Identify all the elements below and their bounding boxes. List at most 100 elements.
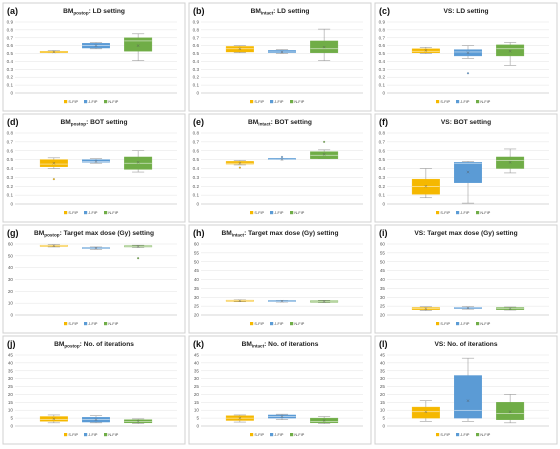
legend-label: J-FIP [460, 322, 470, 326]
legend-label: J-FIP [88, 433, 98, 437]
legend-swatch [250, 433, 254, 437]
y-tick-label: 0.9 [7, 20, 14, 25]
y-tick-label: 0.8 [193, 27, 200, 32]
y-tick-label: 0.8 [379, 27, 386, 32]
y-tick-label: 0.3 [193, 175, 200, 180]
legend-swatch [456, 322, 460, 326]
legend: S-FIP J-FIP N-FIP [250, 322, 305, 326]
y-tick-label: 10 [380, 408, 386, 413]
legend-swatch [436, 100, 440, 104]
y-tick-label: 30 [8, 376, 14, 381]
y-tick-label: 0.5 [193, 157, 200, 162]
panel-label: (b) [193, 6, 205, 16]
panel-frame [188, 2, 372, 112]
mean-marker [238, 161, 242, 165]
legend-label: S-FIP [68, 433, 78, 437]
box-iqr [454, 375, 482, 419]
box-s-fip [411, 46, 440, 54]
y-tick-label: 0.2 [379, 75, 386, 80]
box-n-fip [310, 28, 339, 61]
legend-swatch [436, 211, 440, 215]
mean-marker [508, 307, 512, 311]
legend-swatch [290, 433, 294, 437]
legend-label: J-FIP [88, 322, 98, 326]
y-tick-label: 35 [380, 286, 386, 291]
legend: S-FIP J-FIP N-FIP [436, 100, 491, 104]
legend-label: S-FIP [440, 322, 450, 326]
mean-marker [136, 160, 140, 164]
box-j-fip [82, 158, 110, 164]
y-tick-label: 0.7 [379, 139, 386, 144]
box-iqr [454, 162, 482, 183]
y-tick-label: 0.3 [193, 67, 200, 72]
mean-marker [94, 418, 98, 422]
legend: S-FIP J-FIP N-FIP [250, 433, 305, 437]
chart-title-main: VS: No. of iterations [434, 341, 497, 348]
panel-label: (g) [7, 228, 19, 238]
mean-marker [508, 160, 512, 164]
y-tick-label: 0.4 [193, 166, 200, 171]
y-tick-label: 45 [8, 353, 14, 358]
y-tick-label: 60 [380, 242, 386, 247]
mean-marker [136, 44, 140, 48]
legend-label: J-FIP [274, 322, 284, 326]
mean-marker [94, 160, 98, 163]
panel-label: (j) [7, 339, 16, 349]
legend-label: N-FIP [294, 211, 304, 215]
y-tick-label: 45 [380, 353, 386, 358]
chart-title-subscript: postop [64, 344, 80, 349]
chart-title-main: BM [54, 341, 65, 348]
y-tick-label: 0.7 [7, 139, 14, 144]
outlier-point [467, 72, 470, 75]
y-tick-label: 0.2 [7, 184, 14, 189]
box-s-fip [411, 168, 440, 199]
y-tick-label: 0.1 [7, 193, 14, 198]
mean-marker [136, 245, 140, 248]
box-j-fip [454, 357, 482, 422]
box-iqr [411, 48, 440, 53]
y-tick-label: 0.2 [193, 75, 200, 80]
y-tick-label: 0.2 [7, 75, 14, 80]
y-tick-label: 20 [380, 313, 386, 318]
y-tick-label: 25 [380, 384, 386, 389]
y-tick-label: 60 [194, 242, 200, 247]
y-tick-label: 30 [194, 376, 200, 381]
y-tick-label: 35 [194, 368, 200, 373]
chart-title-subscript: intact [232, 233, 245, 238]
y-tick-label: 0.6 [379, 43, 386, 48]
mean-marker [238, 299, 242, 303]
legend-swatch [290, 211, 294, 215]
panel-label: (i) [379, 228, 388, 238]
panel-frame [2, 113, 186, 223]
y-tick-label: 45 [380, 268, 386, 273]
chart-title: BMintact: No. of iterations [242, 341, 319, 349]
y-tick-label: 0.6 [7, 148, 14, 153]
y-tick-label: 20 [8, 289, 14, 294]
chart-title: BMintact: Target max dose (Gy) setting [222, 230, 339, 238]
y-tick-label: 5 [196, 416, 199, 421]
chart-title-main: BM [242, 341, 253, 348]
legend-swatch [104, 211, 108, 215]
legend-label: J-FIP [460, 433, 470, 437]
legend-label: N-FIP [108, 322, 118, 326]
y-tick-label: 40 [8, 265, 14, 270]
legend-label: J-FIP [88, 211, 98, 215]
legend-swatch [436, 322, 440, 326]
legend-swatch [290, 100, 294, 104]
legend-label: S-FIP [254, 433, 264, 437]
legend-swatch [84, 211, 88, 215]
chart-title-subscript: intact [252, 344, 265, 349]
legend: S-FIP J-FIP N-FIP [250, 100, 305, 104]
y-tick-label: 0 [10, 424, 13, 429]
legend-label: N-FIP [480, 211, 490, 215]
box-iqr [496, 44, 525, 57]
chart-title-rest: : No. of iterations [80, 341, 135, 348]
y-tick-label: 0.8 [379, 131, 386, 136]
y-tick-label: 10 [8, 408, 14, 413]
legend-swatch [64, 433, 68, 437]
mean-marker [424, 410, 428, 414]
y-tick-label: 0.5 [7, 157, 14, 162]
y-tick-label: 45 [194, 353, 200, 358]
y-tick-label: 40 [380, 277, 386, 282]
legend-label: J-FIP [274, 100, 284, 104]
